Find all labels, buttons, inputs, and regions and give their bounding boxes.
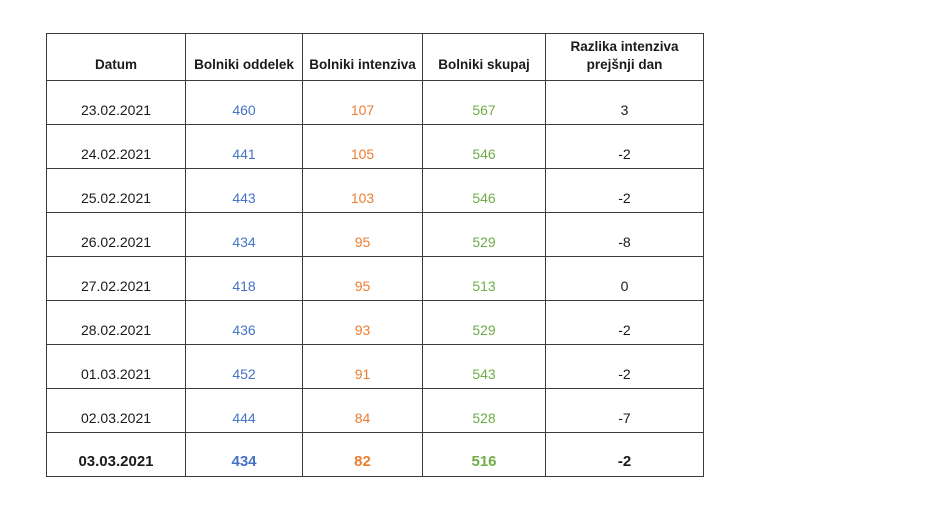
cell-oddelek: 443	[185, 168, 303, 213]
cell-skupaj: 513	[422, 256, 546, 301]
table-row: 02.03.2021 444 84 528 -7	[46, 388, 704, 433]
cell-datum: 27.02.2021	[46, 256, 186, 301]
cell-intenziva: 105	[302, 124, 423, 169]
cell-oddelek: 460	[185, 80, 303, 125]
cell-razlika: -2	[545, 300, 704, 345]
cell-intenziva: 107	[302, 80, 423, 125]
cell-oddelek: 444	[185, 388, 303, 433]
cell-oddelek: 436	[185, 300, 303, 345]
cell-intenziva: 91	[302, 344, 423, 389]
cell-datum: 24.02.2021	[46, 124, 186, 169]
cell-datum: 02.03.2021	[46, 388, 186, 433]
cell-datum: 01.03.2021	[46, 344, 186, 389]
cell-intenziva: 93	[302, 300, 423, 345]
patients-table: Datum Bolniki oddelek Bolniki intenziva …	[46, 33, 704, 477]
table-row: 24.02.2021 441 105 546 -2	[46, 124, 704, 169]
cell-skupaj: 528	[422, 388, 546, 433]
table-row: 01.03.2021 452 91 543 -2	[46, 344, 704, 389]
cell-intenziva: 95	[302, 256, 423, 301]
table-row: 23.02.2021 460 107 567 3	[46, 80, 704, 125]
col-header-razlika: Razlika intenziva prejšnji dan	[545, 33, 704, 81]
cell-oddelek: 452	[185, 344, 303, 389]
table-row: 03.03.2021 434 82 516 -2	[46, 432, 704, 477]
cell-skupaj: 546	[422, 124, 546, 169]
patients-table-container: Datum Bolniki oddelek Bolniki intenziva …	[46, 33, 704, 477]
cell-skupaj: 529	[422, 212, 546, 257]
cell-intenziva: 103	[302, 168, 423, 213]
cell-datum: 25.02.2021	[46, 168, 186, 213]
cell-razlika: 3	[545, 80, 704, 125]
col-header-datum: Datum	[46, 33, 186, 81]
cell-skupaj: 543	[422, 344, 546, 389]
col-header-skupaj: Bolniki skupaj	[422, 33, 546, 81]
cell-datum: 03.03.2021	[46, 432, 186, 477]
cell-skupaj: 546	[422, 168, 546, 213]
cell-datum: 28.02.2021	[46, 300, 186, 345]
cell-razlika: -2	[545, 344, 704, 389]
table-body: 23.02.2021 460 107 567 3 24.02.2021 441 105 546-…	[46, 80, 704, 477]
cell-intenziva: 82	[302, 432, 423, 477]
col-header-intenziva: Bolniki intenziva	[302, 33, 423, 81]
cell-oddelek: 434	[185, 432, 303, 477]
table-row: 28.02.2021 436 93 529 -2	[46, 300, 704, 345]
cell-razlika: 0	[545, 256, 704, 301]
cell-datum: 26.02.2021	[46, 212, 186, 257]
table-row: 26.02.2021 434 95 529 -8	[46, 212, 704, 257]
col-header-oddelek: Bolniki oddelek	[185, 33, 303, 81]
cell-razlika: -2	[545, 432, 704, 477]
cell-datum: 23.02.2021	[46, 80, 186, 125]
cell-razlika: -2	[545, 168, 704, 213]
cell-skupaj: 529	[422, 300, 546, 345]
cell-oddelek: 418	[185, 256, 303, 301]
cell-intenziva: 95	[302, 212, 423, 257]
table-row: 27.02.2021 418 95 513 0	[46, 256, 704, 301]
cell-oddelek: 441	[185, 124, 303, 169]
cell-skupaj: 567	[422, 80, 546, 125]
cell-skupaj: 516	[422, 432, 546, 477]
cell-intenziva: 84	[302, 388, 423, 433]
table-row: 25.02.2021 443 103 546 -2	[46, 168, 704, 213]
cell-razlika: -8	[545, 212, 704, 257]
cell-oddelek: 434	[185, 212, 303, 257]
cell-razlika: -2	[545, 124, 704, 169]
cell-razlika: -7	[545, 388, 704, 433]
table-header: Datum Bolniki oddelek Bolniki intenziva …	[46, 33, 704, 81]
header-row: Datum Bolniki oddelek Bolniki intenziva …	[46, 33, 704, 81]
